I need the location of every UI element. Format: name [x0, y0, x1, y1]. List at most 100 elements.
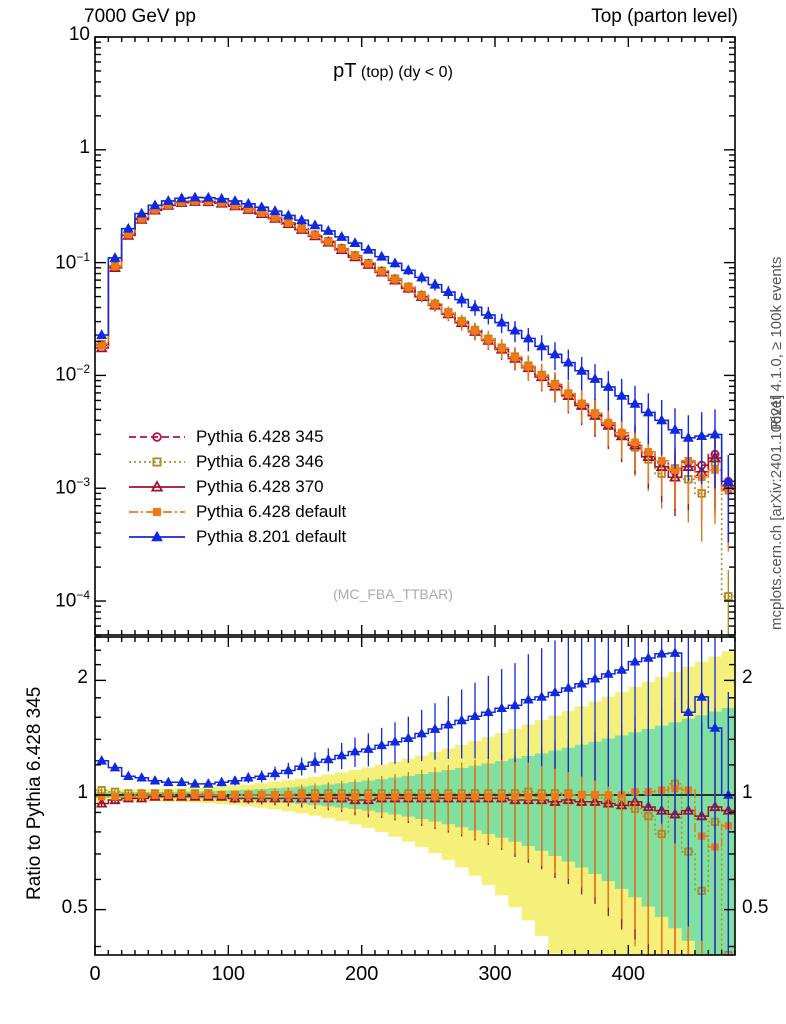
legend-item-1[interactable]: Pythia 6.428 346 [128, 449, 346, 474]
ratio-y-tick-right-2: 0.5 [742, 896, 769, 918]
marker-triangle-filled [629, 655, 641, 666]
marker-triangle-open [150, 479, 164, 492]
header-right: Top (parton level) [591, 6, 738, 27]
marker-triangle-filled [151, 530, 163, 541]
marker-triangle-filled [389, 736, 401, 746]
marker-triangle-filled [282, 209, 294, 220]
marker-triangle-filled [336, 231, 348, 241]
marker-square-filled [337, 792, 346, 801]
marker-square-filled [152, 507, 162, 516]
legend-key-4 [128, 528, 186, 546]
marker-triangle-filled [456, 293, 468, 304]
marker-triangle-filled [576, 364, 588, 375]
marker-square-filled [177, 791, 186, 799]
marker-triangle-filled [722, 475, 734, 486]
marker-triangle-filled [176, 192, 188, 203]
main-y-tick-exponent-5: −4 [76, 588, 90, 603]
series-line [95, 200, 735, 492]
marker-triangle-filled [189, 191, 201, 202]
marker-triangle-filled [522, 332, 534, 343]
marker-triangle-filled [242, 197, 254, 208]
marker-triangle-filled [149, 199, 161, 210]
marker-triangle-filled [416, 271, 428, 282]
marker-square-filled [217, 791, 226, 799]
marker-square-filled [391, 792, 399, 801]
marker-square-filled [124, 792, 133, 801]
marker-triangle-filled [509, 324, 521, 335]
marker-square-filled [284, 219, 293, 227]
marker-square-filled [417, 792, 426, 801]
main-y-tick-5: 10−4 [0, 588, 90, 612]
main-y-tick-3: 10−2 [0, 362, 90, 386]
marker-square-filled [644, 448, 653, 456]
marker-square-filled [164, 791, 173, 799]
marker-square-filled [404, 283, 413, 292]
marker-triangle-filled [243, 772, 254, 782]
marker-square-filled [231, 791, 239, 799]
marker-triangle-filled [669, 647, 681, 657]
legend-item-2[interactable]: Pythia 6.428 370 [128, 474, 346, 499]
marker-square-filled [444, 792, 453, 801]
marker-square-filled [511, 792, 519, 801]
marker-square-filled [444, 309, 453, 318]
title-main: pT [333, 60, 357, 82]
marker-triangle-filled [96, 329, 108, 339]
marker-triangle-filled [509, 699, 521, 710]
marker-triangle-filled [376, 739, 387, 750]
marker-triangle-filled [283, 764, 294, 775]
main-y-tick-0: 10 [0, 24, 90, 46]
ratio-series-3 [95, 637, 735, 955]
marker-square-filled [471, 792, 479, 801]
main-y-tick-exponent-4: −3 [76, 475, 90, 490]
marker-square-filled [391, 275, 399, 284]
marker-triangle-open [95, 797, 108, 808]
legend-item-0[interactable]: Pythia 6.428 345 [128, 424, 346, 449]
marker-triangle-filled [163, 776, 174, 787]
marker-triangle-filled [229, 775, 241, 785]
marker-triangle-filled [616, 664, 627, 674]
marker-triangle-filled [562, 356, 574, 367]
marker-square-filled [337, 245, 346, 253]
marker-triangle-filled [416, 727, 427, 738]
marker-square-filled [471, 327, 479, 335]
plot-title: pT (top) (dy < 0) [0, 60, 786, 83]
legend-key-3 [128, 503, 186, 521]
marker-triangle-filled [269, 767, 281, 778]
marker-square-filled [431, 300, 439, 309]
marker-square-filled [484, 792, 493, 801]
marker-triangle-filled [322, 225, 334, 235]
marker-square-filled [591, 791, 599, 799]
legend-item-3[interactable]: Pythia 6.428 default [128, 499, 346, 524]
main-y-tick-mantissa-3: 10 [55, 364, 77, 386]
marker-triangle-filled [616, 389, 628, 400]
marker-triangle-filled [549, 348, 561, 359]
marker-triangle-filled [336, 749, 347, 760]
marker-triangle-filled [429, 723, 441, 733]
marker-triangle-filled [629, 397, 641, 408]
legend-label-3: Pythia 6.428 default [196, 501, 347, 521]
marker-square-filled [577, 791, 586, 799]
marker-triangle-filled [216, 776, 227, 787]
marker-triangle-filled [203, 778, 214, 788]
legend-item-4[interactable]: Pythia 8.201 default [128, 524, 346, 549]
marker-triangle-filled [189, 778, 201, 788]
marker-square-filled [591, 409, 599, 418]
marker-triangle-filled [682, 431, 694, 442]
marker-triangle-filled [402, 264, 414, 275]
marker-triangle-filled [123, 770, 134, 781]
marker-triangle-filled [496, 702, 507, 713]
marker-triangle-filled [256, 201, 268, 212]
marker-square-filled [377, 792, 386, 801]
main-y-tick-mantissa-0: 10 [68, 24, 90, 45]
marker-triangle-filled [669, 423, 681, 434]
ratio-series-group [95, 637, 735, 955]
main-series-group [95, 191, 735, 635]
marker-triangle-filled [376, 250, 388, 261]
main-y-tick-2: 10−1 [0, 250, 90, 274]
marker-triangle-filled [589, 673, 601, 683]
ratio-y-tick-right-1: 1 [742, 782, 753, 803]
marker-square-filled [457, 792, 466, 801]
marker-triangle-filled [229, 195, 241, 205]
